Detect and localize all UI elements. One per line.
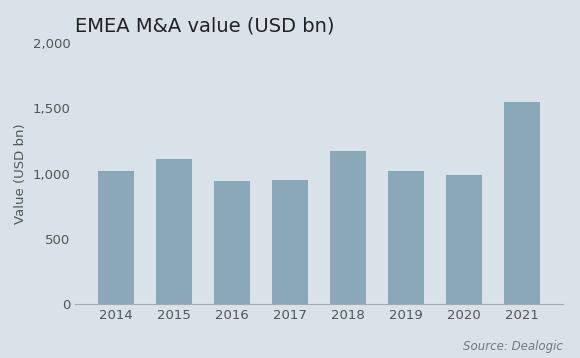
Y-axis label: Value (USD bn): Value (USD bn) [14, 123, 27, 224]
Bar [330, 151, 366, 304]
Bar [214, 182, 250, 304]
Bar [388, 171, 424, 304]
Bar [505, 102, 541, 304]
Text: EMEA M&A value (USD bn): EMEA M&A value (USD bn) [75, 17, 335, 36]
Bar [155, 159, 192, 304]
Bar [446, 175, 483, 304]
Bar [272, 180, 308, 304]
Text: Source: Dealogic: Source: Dealogic [463, 340, 563, 353]
Bar [97, 171, 133, 304]
